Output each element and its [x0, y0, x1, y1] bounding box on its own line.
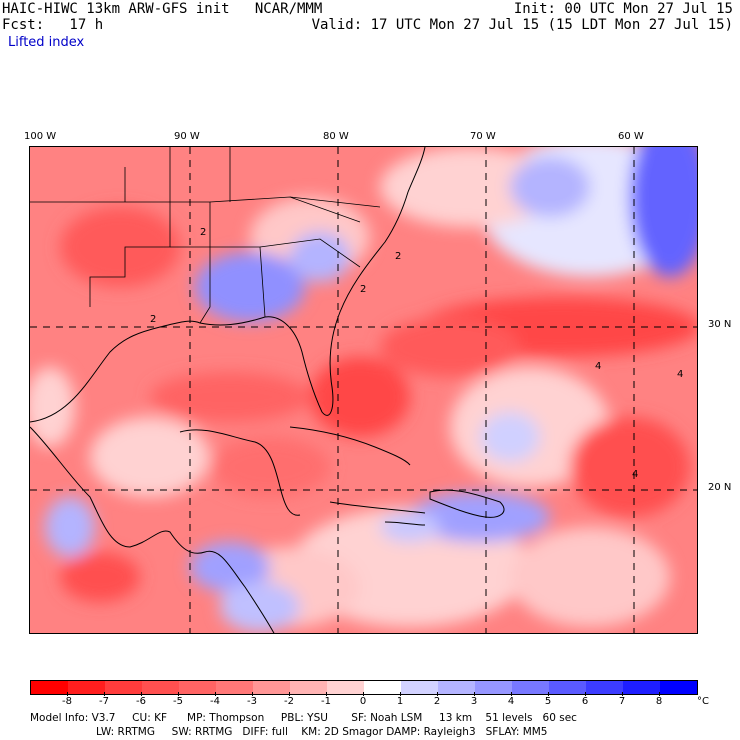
colorbar-level-label: -5	[173, 696, 183, 707]
contour-label: 4	[677, 369, 683, 380]
colorbar-level-label: -1	[321, 696, 331, 707]
lon-label-70w: 70 W	[470, 131, 496, 142]
colorbar-tick	[289, 692, 290, 696]
state-boundaries	[30, 147, 381, 324]
colorbar-tick	[511, 692, 512, 696]
colorbar-level-label: -2	[284, 696, 294, 707]
contour-label: 4	[595, 361, 601, 372]
colorbar-tick	[659, 692, 660, 696]
colorbar-cell	[179, 681, 216, 694]
colorbar-unit: °C	[697, 696, 709, 707]
colorbar-level-label: -4	[210, 696, 220, 707]
forecast-hour: Fcst: 17 h	[2, 17, 104, 33]
colorbar-cell	[364, 681, 401, 694]
contour-label: 2	[395, 251, 401, 262]
colorbar-level-label: 3	[470, 696, 478, 707]
colorbar-cell	[290, 681, 327, 694]
colorbar-cell	[660, 681, 697, 694]
lon-label-60w: 60 W	[618, 131, 644, 142]
lat-label-30n: 30 N	[708, 319, 732, 330]
map-canvas: 2 2 4 4 4 2 2	[30, 147, 697, 633]
colorbar-level-label: 6	[581, 696, 589, 707]
colorbar-tick	[141, 692, 142, 696]
colorbar-cell	[586, 681, 623, 694]
init-time: Init: 00 UTC Mon 27 Jul 15	[513, 1, 733, 17]
colorbar-cell	[623, 681, 660, 694]
colorbar-level-label: 2	[433, 696, 441, 707]
colorbar-cell	[512, 681, 549, 694]
lon-label-90w: 90 W	[174, 131, 200, 142]
colorbar-cell	[105, 681, 142, 694]
colorbar	[30, 680, 698, 695]
contour-label: 2	[200, 227, 206, 238]
lon-label-80w: 80 W	[323, 131, 349, 142]
colorbar-tick	[474, 692, 475, 696]
graticule	[30, 147, 697, 633]
colorbar-tick	[363, 692, 364, 696]
lon-label-100w: 100 W	[24, 131, 57, 142]
colorbar-level-label: 0	[359, 696, 367, 707]
colorbar-tick	[67, 692, 68, 696]
colorbar-cell	[438, 681, 475, 694]
model-info-line2: LW: RRTMG SW: RRTMG DIFF: full KM: 2D Sm…	[96, 726, 548, 738]
colorbar-level-label: 5	[544, 696, 552, 707]
colorbar-cell	[142, 681, 179, 694]
colorbar-level-label: 4	[507, 696, 515, 707]
colorbar-level-label: -7	[99, 696, 109, 707]
coastlines	[30, 147, 505, 633]
contour-label: 2	[150, 314, 156, 325]
colorbar-level-label: -3	[247, 696, 257, 707]
colorbar-cell	[253, 681, 290, 694]
lat-label-20n: 20 N	[708, 482, 732, 493]
colorbar-tick	[252, 692, 253, 696]
colorbar-level-label: -6	[136, 696, 146, 707]
field-shading	[30, 147, 697, 632]
colorbar-tick	[437, 692, 438, 696]
colorbar-level-label: 7	[618, 696, 626, 707]
valid-time: Valid: 17 UTC Mon 27 Jul 15 (15 LDT Mon …	[311, 17, 733, 33]
colorbar-level-label: 8	[655, 696, 663, 707]
colorbar-tick	[178, 692, 179, 696]
colorbar-level-label: 1	[396, 696, 404, 707]
colorbar-tick	[622, 692, 623, 696]
model-title: HAIC-HIWC 13km ARW-GFS init NCAR/MMM	[2, 1, 323, 17]
field-name: Lifted index	[8, 35, 85, 50]
colorbar-cell	[31, 681, 68, 694]
colorbar-tick	[400, 692, 401, 696]
colorbar-cell	[216, 681, 253, 694]
colorbar-tick	[585, 692, 586, 696]
colorbar-tick	[215, 692, 216, 696]
contour-label: 2	[360, 284, 366, 295]
colorbar-tick	[326, 692, 327, 696]
colorbar-tick	[104, 692, 105, 696]
colorbar-cell	[549, 681, 586, 694]
contour-label: 4	[632, 469, 638, 480]
model-info-line1: Model Info: V3.7 CU: KF MP: Thompson PBL…	[30, 712, 577, 724]
colorbar-cell	[327, 681, 364, 694]
colorbar-cell	[401, 681, 438, 694]
lifted-index-map: 2 2 4 4 4 2 2	[29, 146, 698, 634]
contour-labels: 2 2 4 4 4 2 2	[150, 227, 683, 480]
colorbar-cell	[475, 681, 512, 694]
colorbar-level-label: -8	[62, 696, 72, 707]
colorbar-cell	[68, 681, 105, 694]
colorbar-tick	[548, 692, 549, 696]
